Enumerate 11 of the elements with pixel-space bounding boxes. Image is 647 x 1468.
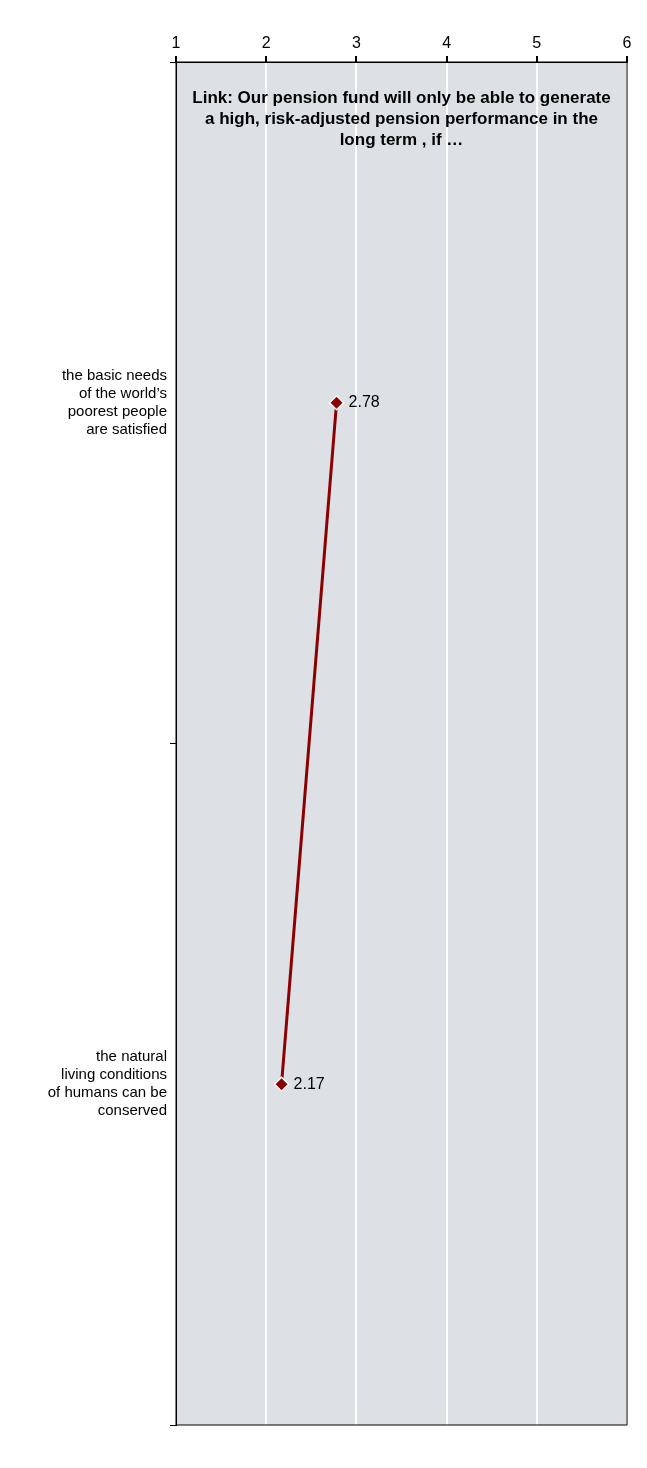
y-tick-label: the natural living conditions of humans can be conserved bbox=[47, 1047, 167, 1119]
x-tick-label: 3 bbox=[351, 33, 361, 51]
x-tick-label: 6 bbox=[622, 33, 632, 51]
data-label: 2.17 bbox=[293, 1074, 325, 1092]
data-label: 2.78 bbox=[348, 393, 380, 411]
x-tick-label: 4 bbox=[442, 33, 452, 51]
x-tick-label: 1 bbox=[171, 33, 181, 51]
y-tick-label: the basic needs of the world’s poorest people are satisfied bbox=[61, 365, 167, 437]
x-tick-label: 2 bbox=[261, 33, 271, 51]
text: Link: Our pension fund will only be able to generate a high, risk-adjusted pension performance in the long term , if … bbox=[192, 88, 611, 150]
x-tick-label: 5 bbox=[532, 33, 542, 51]
